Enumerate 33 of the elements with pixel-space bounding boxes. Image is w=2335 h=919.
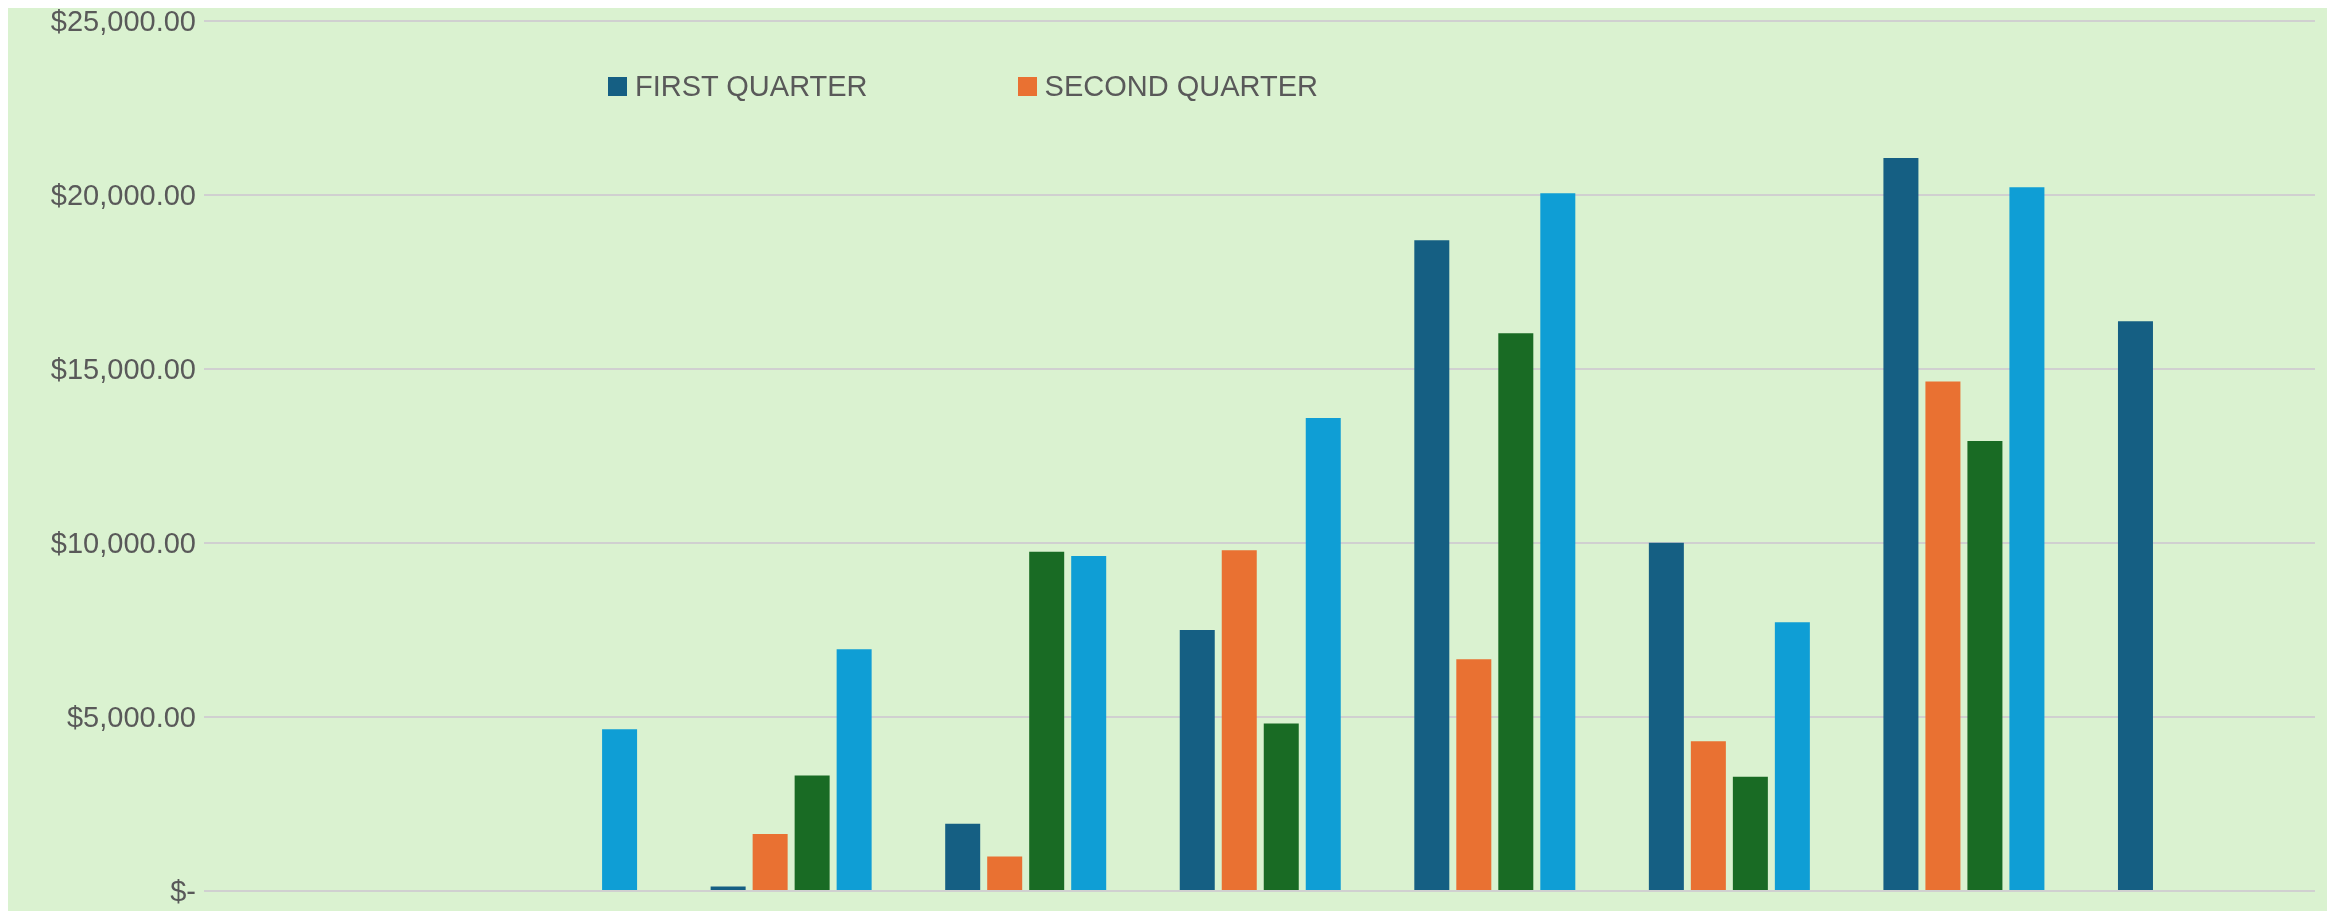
- bar: [1540, 193, 1576, 891]
- bar: [1883, 158, 1919, 891]
- legend-label: SECOND QUARTER: [1044, 70, 1318, 103]
- legend-label: FIRST QUARTER: [635, 70, 868, 103]
- bar: [1305, 418, 1341, 891]
- bar: [1221, 550, 1257, 891]
- bar: [1456, 659, 1492, 891]
- bar: [945, 823, 981, 891]
- bar: [1925, 381, 1961, 891]
- bar: [602, 729, 638, 891]
- bar: [1648, 542, 1684, 891]
- bar: [836, 649, 872, 891]
- y-tick-label: $20,000.00: [50, 179, 196, 212]
- bar: [752, 833, 788, 891]
- y-tick-label: $15,000.00: [50, 353, 196, 386]
- bar: [1690, 741, 1726, 891]
- bar: [2009, 187, 2045, 891]
- y-tick-label: $10,000.00: [50, 527, 196, 560]
- bar: [1263, 723, 1299, 891]
- bar: [794, 775, 830, 891]
- bar: [987, 856, 1023, 891]
- y-tick-label: $25,000.00: [50, 5, 196, 38]
- bar: [1774, 622, 1810, 891]
- y-tick-label: $5,000.00: [66, 701, 196, 734]
- bar: [1071, 555, 1107, 891]
- y-tick-label: $-: [170, 875, 196, 908]
- bar: [1029, 551, 1065, 891]
- bar: [1498, 333, 1534, 891]
- bar: [1414, 240, 1450, 891]
- bar: [1179, 630, 1215, 891]
- bar: [1732, 776, 1768, 891]
- bar: [2117, 321, 2153, 891]
- bar: [1967, 441, 2003, 891]
